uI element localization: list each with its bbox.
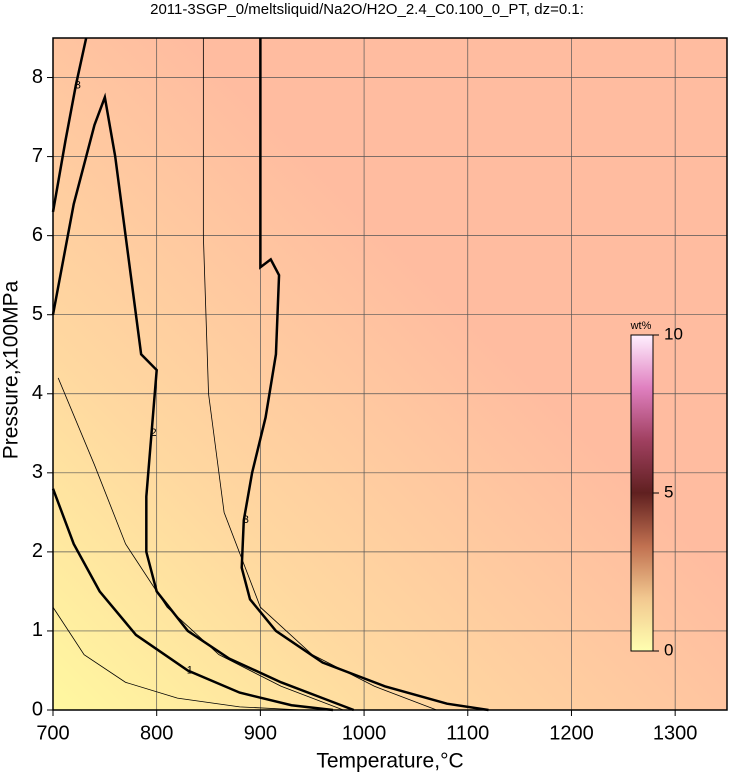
contour-line: [51, 488, 334, 712]
x-axis-label: Temperature,°C: [316, 750, 463, 773]
contour-line: [51, 37, 88, 213]
x-tick-label: 1000: [342, 722, 387, 744]
contour-label: 3: [75, 79, 81, 91]
y-tick-label: 1: [32, 619, 43, 641]
chart-title: 2011-3SGP_0/meltsliquid/Na2O/H2O_2.4_C0.…: [150, 1, 584, 18]
x-tick-label: 900: [244, 722, 277, 744]
contour-label: 3: [243, 514, 249, 526]
plot-frame: [52, 37, 728, 711]
plot-background: [53, 38, 727, 710]
y-tick-label: 0: [32, 698, 43, 720]
x-tick-label: 1100: [446, 722, 489, 744]
colorbar-label: wt%: [630, 320, 652, 332]
contour-label: 1: [187, 664, 193, 676]
contour-label: 2: [150, 427, 156, 439]
y-tick-label: 6: [32, 224, 43, 246]
contour-line: [52, 607, 302, 711]
y-tick-label: 2: [32, 540, 43, 562]
x-tick-label: 800: [140, 722, 173, 744]
y-tick-label: 4: [32, 382, 43, 404]
y-axis-label: Pressure,x100MPa: [0, 280, 23, 459]
colorbar: [630, 334, 654, 652]
x-tick-label: 1300: [653, 722, 698, 744]
y-tick-label: 5: [32, 303, 43, 325]
colorbar-tick-label: 10: [664, 324, 683, 343]
contour-line: [51, 92, 355, 712]
y-tick-label: 3: [32, 461, 43, 483]
contour-line: [57, 377, 344, 711]
y-tick-label: 7: [32, 145, 43, 167]
contour-line: [240, 38, 489, 712]
x-tick-label: 1200: [549, 722, 594, 744]
x-tick-label: 700: [36, 722, 69, 744]
colorbar-tick-label: 5: [664, 482, 673, 501]
colorbar-tick-label: 0: [664, 640, 673, 659]
y-tick-label: 8: [32, 66, 43, 88]
